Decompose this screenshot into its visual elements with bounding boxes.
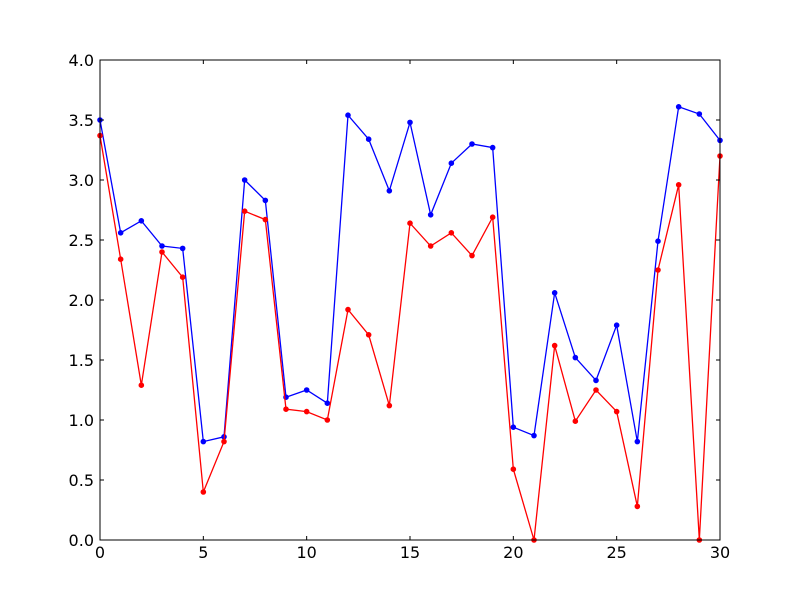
data-point (241, 208, 248, 214)
data-point (655, 238, 661, 244)
data-point (634, 438, 641, 445)
data-point (221, 438, 227, 445)
data-point (551, 290, 558, 296)
data-point (345, 306, 351, 313)
data-point (675, 182, 682, 188)
data-point (200, 489, 207, 495)
series-layer (97, 104, 723, 543)
data-point (138, 382, 145, 389)
y-tick-label: 3.5 (69, 111, 94, 130)
data-point (634, 503, 641, 510)
y-tick-label: 2.5 (69, 231, 94, 250)
data-point (675, 104, 682, 110)
data-point (655, 267, 661, 273)
data-point (696, 111, 703, 117)
data-point (386, 188, 393, 194)
y-tick-label: 4.0 (69, 51, 94, 70)
data-point (531, 432, 537, 439)
data-point (179, 245, 186, 252)
data-point (200, 438, 207, 445)
data-point (469, 252, 475, 259)
data-point (613, 408, 620, 415)
x-tick-label: 20 (503, 543, 523, 562)
x-tick-label: 25 (606, 543, 626, 562)
data-point (427, 243, 434, 249)
data-point (365, 332, 372, 338)
plot-area (100, 60, 720, 540)
data-point (510, 424, 517, 431)
y-tick-label: 2.0 (69, 291, 94, 310)
y-tick-label: 3.0 (69, 171, 94, 190)
x-tick-label: 15 (400, 543, 420, 562)
data-point (448, 230, 455, 236)
y-tick-label: 0.0 (69, 531, 94, 550)
data-point (159, 249, 165, 255)
data-point (427, 212, 434, 218)
data-point (159, 243, 165, 249)
y-tick-label: 0.5 (69, 471, 94, 490)
data-point (489, 214, 496, 220)
data-point (489, 144, 496, 151)
y-tick-label: 1.5 (69, 351, 94, 370)
data-point (469, 141, 475, 147)
data-point (345, 112, 351, 118)
data-point (117, 256, 124, 263)
x-tick-label: 5 (198, 543, 208, 562)
data-point (241, 177, 248, 183)
y-tick-label: 1.0 (69, 411, 94, 430)
data-point (593, 377, 599, 384)
x-tick-label: 10 (296, 543, 316, 562)
data-point (117, 230, 124, 236)
data-point (510, 466, 517, 473)
data-point (448, 160, 455, 166)
data-point (572, 418, 579, 425)
data-point (303, 387, 310, 393)
data-point (324, 417, 331, 423)
data-point (303, 408, 310, 415)
data-point (283, 406, 289, 413)
data-point (613, 322, 620, 329)
data-point (262, 197, 269, 204)
data-point (407, 119, 413, 126)
x-tick-label: 0 (95, 543, 105, 562)
data-point (365, 136, 372, 142)
x-tick-label: 30 (710, 543, 730, 562)
data-point (551, 342, 558, 349)
data-point (386, 402, 393, 409)
data-point (138, 218, 145, 224)
data-point (179, 274, 186, 281)
series-2 (97, 132, 723, 543)
data-point (324, 400, 331, 407)
data-point (407, 220, 413, 226)
data-point (593, 387, 599, 393)
ticks-layer: 0 5 10 15 20 25 30 0.0 0.5 1.0 1.5 2.0 2.5 3.0 3.5 4.0 (69, 51, 731, 562)
data-point (262, 216, 269, 223)
data-point (572, 354, 579, 361)
